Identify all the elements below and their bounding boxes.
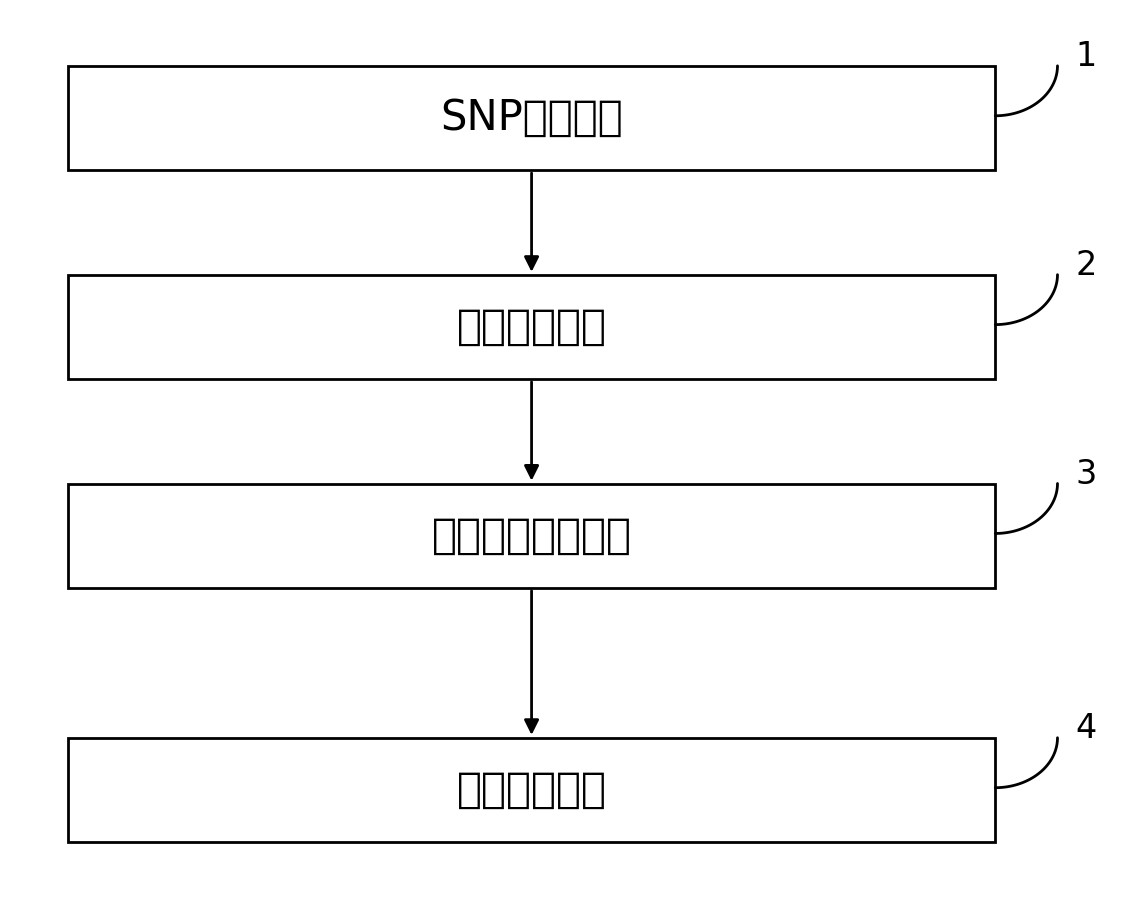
Bar [68, 66, 995, 170]
Text: 2: 2 [1076, 249, 1096, 282]
Text: 性能评价模块: 性能评价模块 [457, 769, 606, 811]
Bar [68, 737, 995, 843]
Text: 1: 1 [1076, 40, 1096, 74]
Text: 绝对划分模块: 绝对划分模块 [457, 306, 606, 348]
Text: 关联关系建模模块: 关联关系建模模块 [432, 515, 631, 557]
Bar [68, 483, 995, 588]
Bar [68, 274, 995, 380]
Text: SNP数据模块: SNP数据模块 [440, 97, 623, 139]
Text: 3: 3 [1076, 458, 1096, 491]
Text: 4: 4 [1076, 712, 1096, 745]
